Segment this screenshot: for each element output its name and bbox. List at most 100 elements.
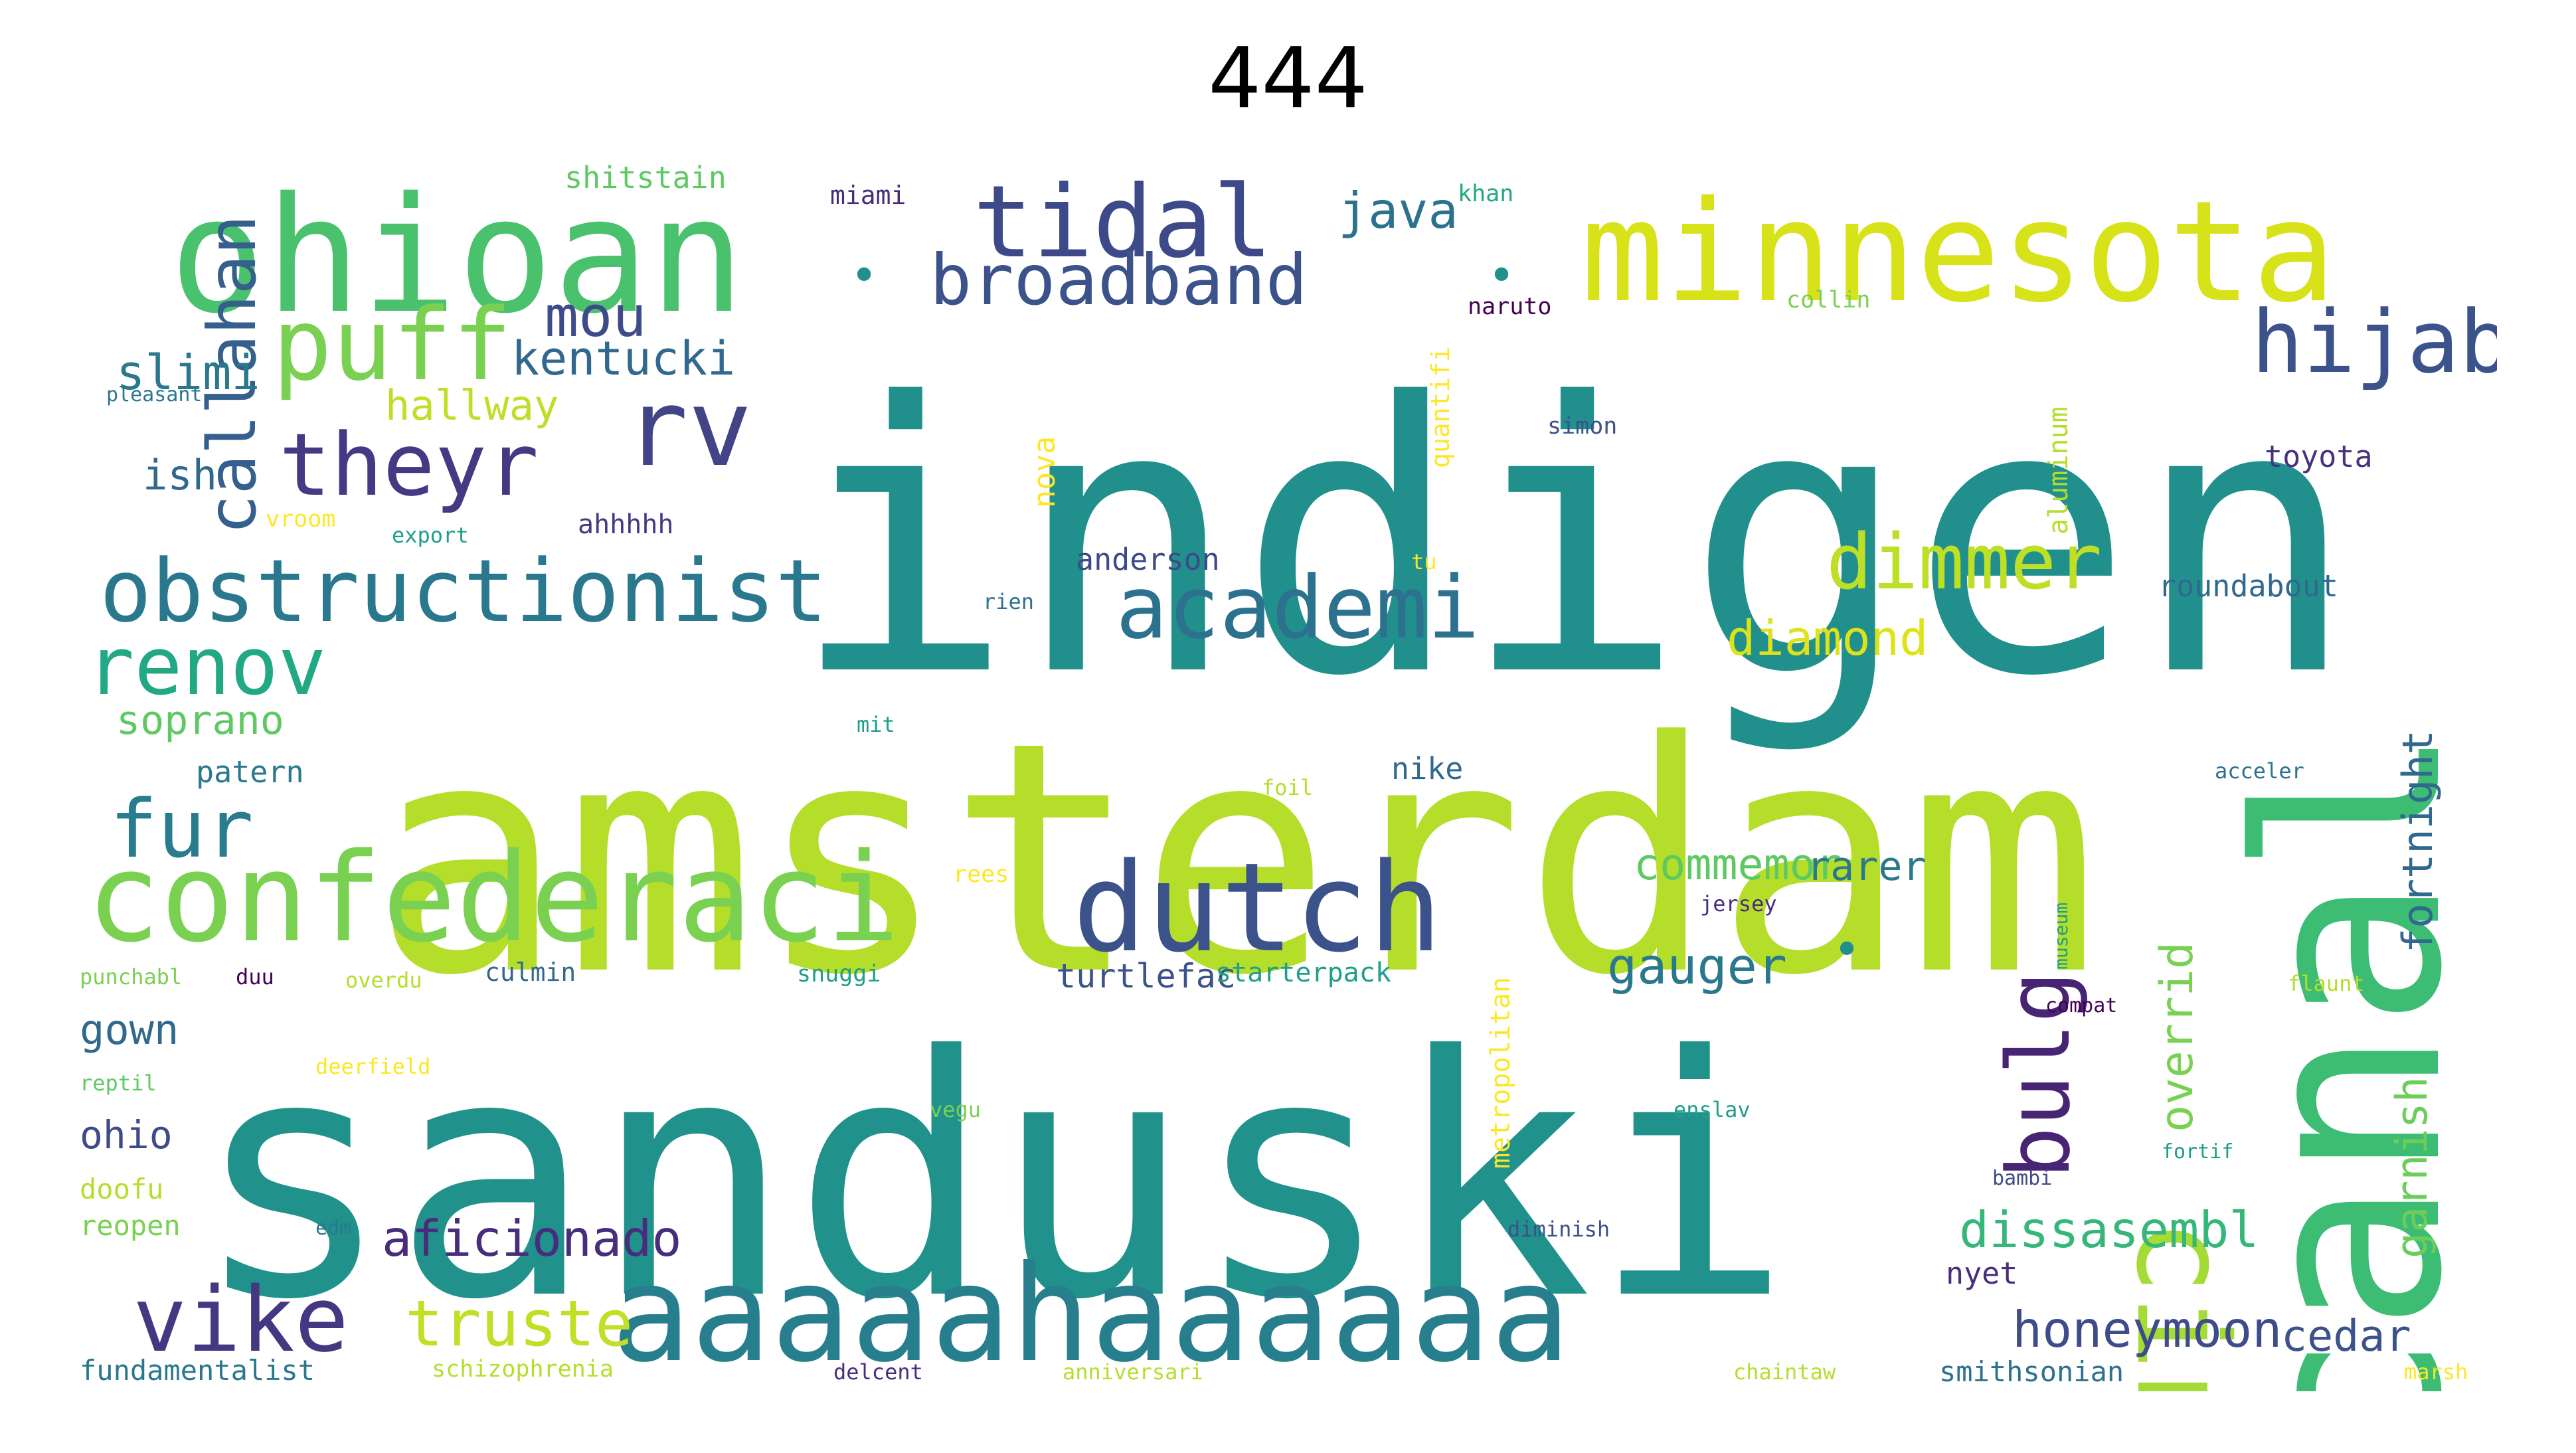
word-vroom: vroom — [266, 506, 336, 533]
word-jersey: jersey — [1700, 891, 1777, 916]
word-obstructionist: obstructionist — [100, 541, 827, 641]
word-fundamentalist: fundamentalist — [80, 1354, 315, 1387]
word-diminish: diminish — [1507, 1217, 1610, 1242]
word-export: export — [392, 523, 469, 548]
word-edm: edm — [315, 1217, 352, 1240]
word-dissasembl: dissasembl — [1959, 1201, 2259, 1259]
word-aaaaahaaaaaa: aaaaahaaaaaa — [611, 1237, 1571, 1391]
word-anniversari: anniversari — [1063, 1359, 1203, 1385]
word-soprano: soprano — [116, 697, 284, 744]
figure-title: 444 — [1208, 29, 1368, 127]
word-gauger: gauger — [1607, 937, 1787, 995]
word-ohio: ohio — [80, 1112, 173, 1157]
word-metropolitan: metropolitan — [1486, 977, 1516, 1169]
word-vegu: vegu — [930, 1097, 982, 1122]
word-flaunt: flaunt — [2288, 971, 2365, 996]
word-rarer: rarer — [1806, 843, 1927, 890]
word-kentucki: kentucki — [511, 331, 736, 386]
word-cloud: indigen amsterdam sanduski canal ohioan minne… — [80, 156, 2497, 1391]
word-mou: mou — [545, 284, 647, 350]
word-fortnight: fortnight — [2393, 730, 2442, 953]
word-shitstain: shitstain — [564, 160, 727, 195]
word-quantifi: quantifi — [1426, 346, 1455, 468]
word-smithsonian: smithsonian — [1939, 1355, 2124, 1388]
word-naruto: naruto — [1468, 294, 1552, 320]
word-java: java — [1338, 181, 1458, 240]
word-punchabl: punchabl — [80, 964, 183, 989]
word-miami: miami — [830, 181, 906, 210]
word-overrid: overrid — [2151, 942, 2203, 1132]
word-commemor: commemor — [1634, 840, 1842, 890]
word-amsterdam: amsterdam — [372, 674, 2099, 1045]
word-starterpack: starterpack — [1215, 958, 1391, 988]
word-mit: mit — [857, 712, 895, 737]
word-overdu: overdu — [345, 968, 422, 993]
word-sts: sts — [2492, 418, 2497, 455]
word-cedar: cedar — [2281, 1312, 2411, 1361]
word-tu: tu — [1411, 549, 1437, 574]
word-renov: renov — [86, 621, 327, 713]
word-dutch: dutch — [1073, 836, 1442, 980]
word-khan: khan — [1458, 181, 1514, 207]
word-academi: academi — [1116, 557, 1480, 658]
word-minnesota: minnesota — [1581, 171, 2336, 333]
word-delcent: delcent — [833, 1359, 923, 1385]
word-reptil: reptil — [80, 1070, 157, 1096]
word-tidal: tidal — [973, 165, 1273, 280]
word-enslav: enslav — [1674, 1097, 1751, 1122]
word-aficionado: aficionado — [382, 1209, 682, 1268]
word-dimmer: dimmer — [1826, 518, 2103, 607]
word-marsh: marsh — [2404, 1359, 2468, 1385]
word-ohioan: ohioan — [169, 163, 745, 349]
word-garnish: garnish — [2387, 1076, 2437, 1258]
word-dot: • — [850, 248, 879, 303]
word-collin: collin — [1786, 287, 1871, 313]
word-culmin: culmin — [485, 958, 576, 987]
word-truste: truste — [405, 1288, 634, 1361]
word-nike: nike — [1391, 751, 1464, 786]
word-puff: puff — [272, 288, 513, 403]
word-vike: vike — [133, 1268, 349, 1372]
word-hijab: hijab — [2251, 292, 2497, 392]
word-ahhhhh: ahhhhh — [578, 509, 674, 540]
word-confederaci: confederaci — [86, 826, 901, 970]
word-dot: • — [1488, 248, 1516, 303]
word-aluminum: aluminum — [2043, 406, 2074, 535]
word-ish: ish — [143, 451, 217, 499]
word-museum: museum — [2050, 902, 2072, 970]
word-bambi: bambi — [1992, 1167, 2053, 1190]
word-turtlefac: turtlefac — [1056, 957, 1236, 995]
word-schizophrenia: schizophrenia — [432, 1356, 614, 1383]
word-pleasant: pleasant — [106, 383, 203, 406]
word-honeymoon: honeymoon — [2012, 1300, 2282, 1359]
word-diamond: diamond — [1727, 610, 1929, 666]
word-fortif: fortif — [2162, 1140, 2234, 1163]
word-hallway: hallway — [385, 381, 559, 430]
word-theyr: theyr — [279, 414, 539, 515]
word-indigen: indigen — [790, 325, 2358, 758]
word-patern: patern — [196, 754, 304, 790]
word-nyet: nyet — [1946, 1256, 2018, 1291]
word-reopen: reopen — [80, 1209, 181, 1242]
word-nova: nova — [1027, 436, 1062, 508]
word-dot: • — [1833, 922, 1861, 977]
word-broadband: broadband — [930, 240, 1308, 321]
word-gown: gown — [80, 1005, 179, 1054]
word-simon: simon — [1547, 413, 1618, 440]
word-deerfield: deerfield — [315, 1054, 431, 1079]
word-acceler: acceler — [2215, 758, 2304, 784]
word-roundabout: roundabout — [2158, 568, 2338, 604]
word-rees: rees — [953, 861, 1009, 888]
word-toyota: toyota — [2265, 439, 2373, 474]
word-duu: duu — [236, 964, 274, 989]
word-chaintaw: chaintaw — [1733, 1359, 1836, 1385]
word-slimi: slimi — [116, 345, 260, 400]
word-rv: rv — [624, 366, 752, 490]
word-fur: fur — [110, 784, 254, 876]
word-snuggi: snuggi — [797, 961, 881, 987]
word-doofu: doofu — [80, 1173, 164, 1205]
word-foil: foil — [1262, 775, 1314, 800]
word-sanduski: sanduski — [193, 985, 1792, 1372]
word-anderson: anderson — [1076, 542, 1220, 577]
